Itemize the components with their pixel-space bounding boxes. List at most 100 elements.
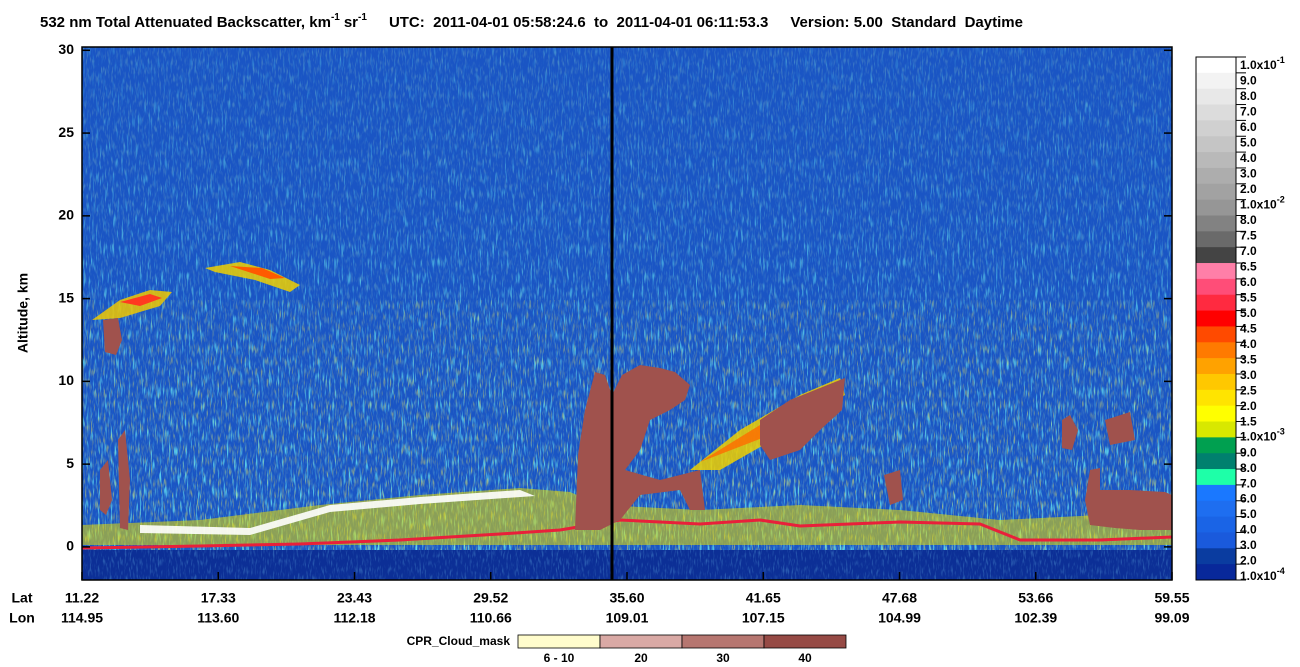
colorbar-swatch xyxy=(1196,437,1236,454)
cloud xyxy=(884,470,903,505)
lon-label: 104.99 xyxy=(878,610,921,626)
title-main: 532 nm Total Attenuated Backscatter, km xyxy=(40,14,331,31)
lon-row-label: Lon xyxy=(9,610,35,626)
colorbar-swatch xyxy=(1196,278,1236,296)
colorbar-label-exp: -4 xyxy=(1277,566,1285,576)
colorbar-label: 2.0 xyxy=(1240,554,1257,568)
cloud xyxy=(118,430,130,530)
dense-aerosol xyxy=(140,490,535,535)
cirrus xyxy=(205,262,300,292)
title-version: Version: 5.00 Standard Daytime xyxy=(790,14,1023,31)
y-tick-label: 15 xyxy=(58,289,74,305)
cloud xyxy=(103,318,122,355)
y-tick-label: 20 xyxy=(58,207,74,223)
colorbar-label: 6.0 xyxy=(1240,492,1257,506)
colorbar-swatch xyxy=(1196,500,1236,518)
cpr-legend-swatch xyxy=(763,634,847,649)
colorbar-swatch xyxy=(1196,564,1236,581)
cpr-legend-swatch xyxy=(517,634,601,649)
title-exp: -1 xyxy=(358,12,367,23)
lat-label: 17.33 xyxy=(201,590,236,606)
colorbar-swatch xyxy=(1196,310,1236,327)
surface-line xyxy=(82,518,1172,550)
lat-label: 11.22 xyxy=(65,590,99,606)
colorbar-label: 4.0 xyxy=(1240,523,1257,537)
colorbar-label: 3.0 xyxy=(1240,538,1257,552)
colorbar-label: 1.0x10-2 xyxy=(1240,195,1285,212)
lat-row-label: Lat xyxy=(12,590,33,606)
cloud xyxy=(1085,468,1172,530)
colorbar-swatch xyxy=(1196,453,1236,470)
colorbar-label: 2.0 xyxy=(1240,399,1257,413)
colorbar-label: 5.5 xyxy=(1240,290,1257,304)
y-tick-label: 0 xyxy=(66,538,74,554)
chart-title: 532 nm Total Attenuated Backscatter, km-… xyxy=(40,12,1023,31)
colorbar-label: 7.0 xyxy=(1240,244,1257,258)
colorbar-label: 3.5 xyxy=(1240,352,1257,366)
lon-label: 112.18 xyxy=(333,610,375,626)
lon-label: 102.39 xyxy=(1014,610,1057,626)
colorbar-swatch xyxy=(1196,469,1236,486)
colorbar-swatch xyxy=(1196,215,1236,232)
colorbar-label-exp: -3 xyxy=(1277,427,1285,437)
colorbar-swatch xyxy=(1196,326,1236,343)
colorbar-label-exp: -1 xyxy=(1277,55,1285,65)
colorbar-swatch xyxy=(1196,136,1236,153)
lon-label: 113.60 xyxy=(197,610,239,626)
colorbar-swatch xyxy=(1196,120,1236,137)
colorbar-label: 3.0 xyxy=(1240,368,1257,382)
cpr-legend-label: 20 xyxy=(634,651,648,665)
colorbar-label: 7.0 xyxy=(1240,476,1257,490)
colorbar-label: 1.0x10-1 xyxy=(1240,55,1285,72)
colorbar-swatch xyxy=(1196,389,1236,407)
colorbar-label: 2.5 xyxy=(1240,383,1257,397)
colorbar-swatch xyxy=(1196,263,1236,280)
colorbar-label: 3.0 xyxy=(1240,167,1257,181)
colorbar-swatch xyxy=(1196,152,1236,169)
colorbar-label-base: 1.0x10 xyxy=(1240,58,1277,72)
lat-label: 23.43 xyxy=(337,590,372,606)
colorbar-label: 9.0 xyxy=(1240,445,1257,459)
cloud xyxy=(100,460,112,515)
y-tick-label: 10 xyxy=(58,372,74,388)
colorbar-swatch xyxy=(1196,358,1236,375)
colorbar-label: 5.0 xyxy=(1240,306,1257,320)
colorbar-swatch xyxy=(1196,421,1236,438)
colorbar-swatch xyxy=(1196,516,1236,533)
colorbar-label: 6.0 xyxy=(1240,120,1257,134)
colorbar-label: 9.0 xyxy=(1240,74,1257,88)
cloud xyxy=(760,378,845,460)
colorbar-label: 2.0 xyxy=(1240,182,1257,196)
lon-label: 114.95 xyxy=(61,610,103,626)
colorbar-label: 1.0x10-3 xyxy=(1240,427,1285,444)
boundary-layer xyxy=(82,488,1172,545)
cpr-legend-label: 40 xyxy=(798,651,812,665)
title-unit: sr xyxy=(344,14,358,31)
colorbar-swatch xyxy=(1196,342,1236,359)
colorbar-swatch xyxy=(1196,294,1236,312)
colorbar-swatch xyxy=(1196,484,1236,502)
title-exp: -1 xyxy=(331,12,340,23)
colorbar-label: 7.5 xyxy=(1240,229,1257,243)
colorbar-label: 4.0 xyxy=(1240,151,1257,165)
cloud xyxy=(575,365,705,530)
lon-label: 107.15 xyxy=(742,610,785,626)
colorbar-swatch xyxy=(1196,167,1236,185)
colorbar-label: 4.0 xyxy=(1240,337,1257,351)
lat-label: 29.52 xyxy=(473,590,508,606)
colorbar-swatch xyxy=(1196,88,1236,106)
cpr-legend-label: 30 xyxy=(716,651,730,665)
y-tick-label: 5 xyxy=(66,455,74,471)
colorbar-label: 6.5 xyxy=(1240,259,1257,273)
colorbar-frame xyxy=(1195,56,1237,581)
colorbar-swatch xyxy=(1196,57,1236,74)
colorbar-label: 8.0 xyxy=(1240,213,1257,227)
lon-label: 109.01 xyxy=(606,610,649,626)
lat-label: 59.55 xyxy=(1154,590,1189,606)
colorbar-swatch xyxy=(1196,532,1236,549)
colorbar-swatch xyxy=(1196,373,1236,391)
lon-label: 110.66 xyxy=(470,610,512,626)
backscatter-field xyxy=(82,47,1172,580)
colorbar-swatch xyxy=(1196,548,1236,565)
